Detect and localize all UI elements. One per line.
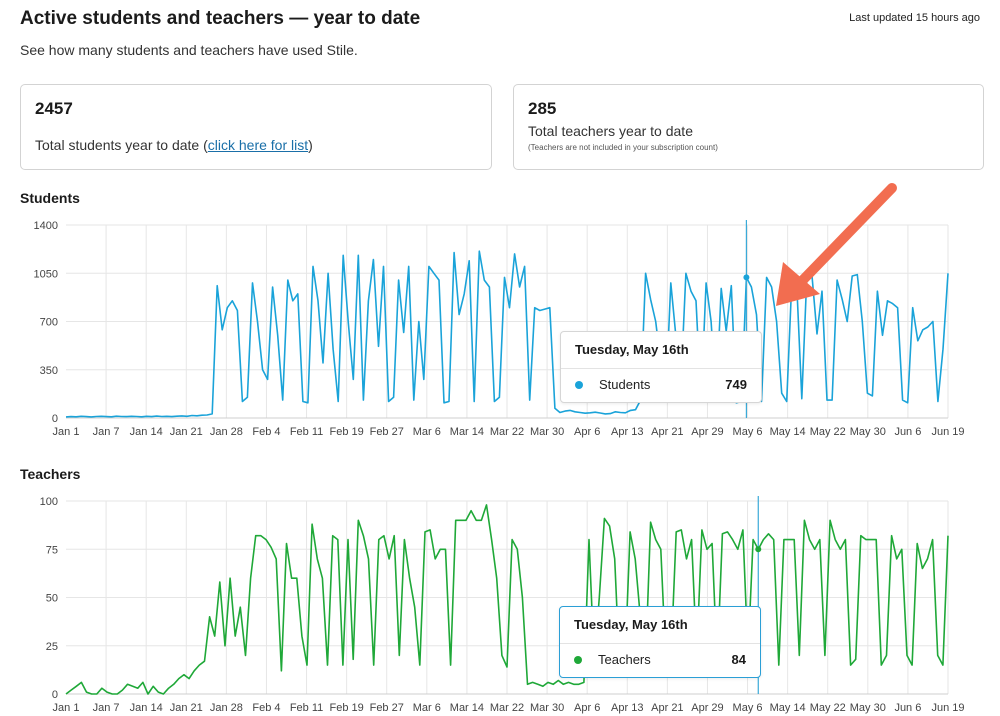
last-updated-timestamp: Last updated 15 hours ago: [849, 12, 980, 24]
y-tick-label: 25: [46, 641, 58, 653]
x-tick-label: Feb 11: [290, 702, 323, 714]
teachers-subscription-note: (Teachers are not included in your subsc…: [528, 143, 718, 152]
x-tick-label: Jan 1: [53, 702, 80, 714]
x-tick-label: Jan 7: [93, 426, 120, 438]
x-tick-label: Jun 6: [894, 426, 921, 438]
students-total-card: 2457 Total students year to date (click …: [20, 84, 492, 170]
x-tick-label: Feb 19: [330, 702, 364, 714]
y-tick-label: 50: [46, 593, 58, 605]
students-label-suffix: ): [308, 137, 313, 153]
x-tick-label: Jun 19: [931, 702, 964, 714]
teachers-total-number: 285: [528, 99, 557, 118]
x-tick-label: Mar 30: [530, 702, 564, 714]
tooltip-series-name: Teachers: [598, 652, 651, 667]
students-label-prefix: Total students year to date (: [35, 137, 208, 153]
x-tick-label: May 30: [850, 426, 886, 438]
x-tick-label: May 14: [770, 702, 806, 714]
tooltip-date: Tuesday, May 16th: [575, 342, 689, 357]
x-tick-label: Apr 29: [691, 426, 723, 438]
x-tick-label: Apr 21: [651, 426, 683, 438]
x-tick-label: Feb 11: [290, 426, 323, 438]
x-tick-label: Apr 13: [611, 702, 643, 714]
y-tick-label: 350: [40, 365, 58, 377]
x-tick-label: Jan 28: [210, 702, 243, 714]
y-tick-label: 0: [52, 413, 58, 425]
x-tick-label: Mar 6: [413, 702, 441, 714]
teachers-series-dot-icon: [574, 656, 582, 664]
students-chart-tooltip: Tuesday, May 16th Students 749: [560, 331, 762, 403]
x-tick-label: Mar 14: [450, 426, 484, 438]
x-tick-label: Jan 21: [170, 702, 203, 714]
x-tick-label: Feb 4: [252, 702, 280, 714]
x-tick-label: Jan 28: [210, 426, 243, 438]
x-tick-label: May 22: [810, 426, 846, 438]
students-series-dot-icon: [575, 381, 583, 389]
teachers-chart-title: Teachers: [20, 466, 81, 482]
teachers-chart-tooltip: Tuesday, May 16th Teachers 84: [559, 606, 761, 678]
y-tick-label: 0: [52, 689, 58, 701]
page-title: Active students and teachers — year to d…: [20, 8, 421, 29]
x-tick-label: Mar 6: [413, 426, 441, 438]
y-tick-label: 100: [40, 496, 58, 508]
series-line-teachers: [65, 504, 949, 695]
x-tick-label: Apr 6: [574, 426, 600, 438]
tooltip-value: 84: [731, 652, 746, 667]
x-tick-label: Feb 27: [370, 426, 404, 438]
x-tick-label: Apr 6: [574, 702, 600, 714]
y-tick-label: 1050: [34, 268, 58, 280]
hover-point: [755, 546, 762, 553]
x-tick-label: May 22: [810, 702, 846, 714]
tooltip-date: Tuesday, May 16th: [574, 617, 688, 632]
students-total-number: 2457: [35, 99, 73, 118]
tooltip-divider: [561, 368, 761, 369]
teachers-total-label: Total teachers year to date: [528, 123, 693, 139]
x-tick-label: Apr 13: [611, 426, 643, 438]
x-tick-label: Apr 21: [651, 702, 683, 714]
series-line-students: [65, 250, 949, 418]
x-tick-label: Jun 6: [894, 702, 921, 714]
x-tick-label: Feb 19: [330, 426, 364, 438]
x-tick-label: Mar 22: [490, 426, 524, 438]
x-tick-label: Mar 14: [450, 702, 484, 714]
x-tick-label: Feb 4: [252, 426, 280, 438]
x-tick-label: Mar 30: [530, 426, 564, 438]
x-tick-label: May 6: [733, 426, 763, 438]
x-tick-label: May 30: [850, 702, 886, 714]
x-tick-label: May 6: [733, 702, 763, 714]
tooltip-series-name: Students: [599, 377, 651, 392]
tooltip-value: 749: [725, 377, 747, 392]
students-line-chart[interactable]: Jan 1 Jan 7 Jan 14 Jan 21 Jan 28 Feb 4 Feb 11 F…: [0, 210, 1000, 445]
y-tick-label: 700: [40, 317, 58, 329]
x-tick-label: Mar 22: [490, 702, 524, 714]
students-chart-title: Students: [20, 190, 80, 206]
x-tick-label: Jan 7: [93, 702, 120, 714]
students-list-link[interactable]: click here for list: [207, 137, 309, 153]
y-tick-label: 75: [46, 544, 58, 556]
tooltip-divider: [560, 643, 760, 644]
x-tick-label: Jan 14: [130, 702, 163, 714]
x-tick-label: Apr 29: [691, 702, 723, 714]
y-tick-label: 1400: [34, 220, 58, 232]
x-tick-label: Jun 19: [931, 426, 964, 438]
teachers-total-card: 285 Total teachers year to date (Teacher…: [513, 84, 984, 170]
students-total-label: Total students year to date (click here …: [35, 137, 313, 153]
x-tick-label: Feb 27: [370, 702, 404, 714]
teachers-line-chart[interactable]: Jan 1 Jan 7 Jan 14 Jan 21 Jan 28 Feb 4 Feb 11 F…: [0, 486, 1000, 716]
hover-point: [743, 274, 750, 281]
x-tick-label: Jan 14: [130, 426, 163, 438]
x-tick-label: Jan 1: [53, 426, 80, 438]
page-subtitle: See how many students and teachers have …: [20, 42, 358, 58]
x-tick-label: May 14: [770, 426, 806, 438]
x-tick-label: Jan 21: [170, 426, 203, 438]
